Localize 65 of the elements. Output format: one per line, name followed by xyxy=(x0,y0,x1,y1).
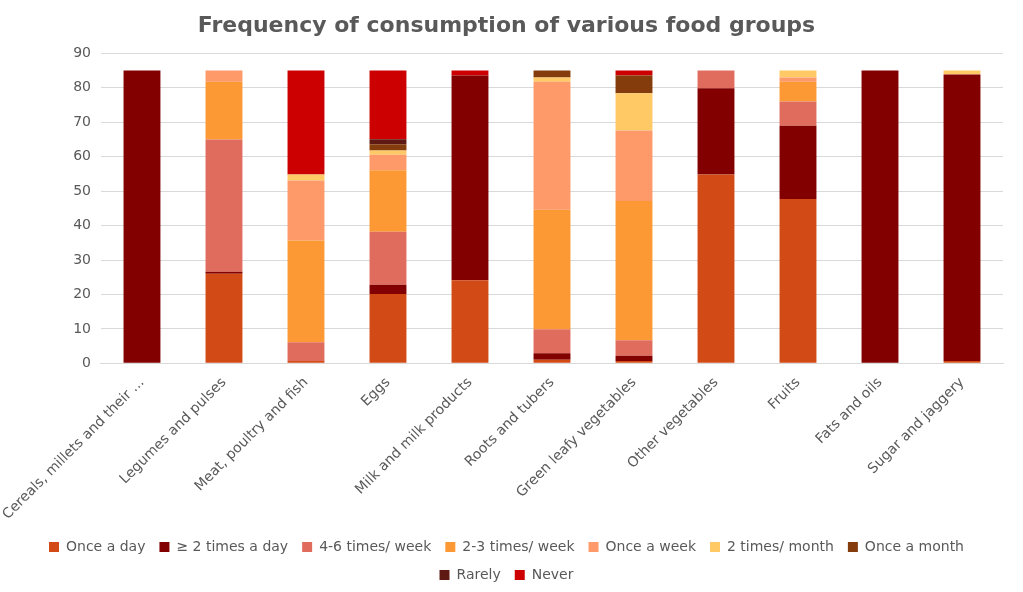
bar xyxy=(615,93,653,131)
bar xyxy=(205,139,243,272)
bar xyxy=(533,329,571,354)
bar xyxy=(533,359,571,363)
bar xyxy=(533,70,571,78)
bar xyxy=(451,280,489,363)
legend-label: 2 times/ month xyxy=(726,537,834,554)
bar xyxy=(697,88,735,175)
bar xyxy=(697,174,735,363)
bar xyxy=(123,70,161,363)
bar xyxy=(451,75,489,281)
bar xyxy=(369,139,407,145)
bar xyxy=(779,199,817,363)
bar xyxy=(287,240,325,343)
bar xyxy=(369,284,407,295)
bar xyxy=(287,70,325,175)
y-tick-label: 20 xyxy=(73,285,91,302)
y-tick-label: 0 xyxy=(82,353,91,370)
bar xyxy=(205,273,243,363)
bar xyxy=(205,70,243,82)
legend-label: Never xyxy=(531,565,574,582)
legend-label: Once a week xyxy=(605,537,697,554)
bar xyxy=(369,144,407,151)
bar xyxy=(369,154,407,171)
y-tick-label: 90 xyxy=(73,44,91,61)
legend-label: Once a month xyxy=(864,537,964,554)
bar xyxy=(943,74,981,361)
y-tick-label: 70 xyxy=(73,112,91,129)
bar xyxy=(615,130,653,202)
y-tick-label: 80 xyxy=(73,78,91,95)
y-tick-label: 40 xyxy=(73,216,91,233)
bar xyxy=(369,231,407,285)
bar xyxy=(533,209,571,330)
bar xyxy=(369,170,407,232)
bar xyxy=(861,70,899,363)
bar xyxy=(205,81,243,140)
legend-label: Rarely xyxy=(456,565,501,582)
bar xyxy=(205,271,243,274)
y-tick-label: 30 xyxy=(73,250,91,267)
y-tick-label: 10 xyxy=(73,319,91,336)
bar xyxy=(779,77,817,82)
bar xyxy=(615,201,653,341)
legend-label: 2-3 times/ week xyxy=(462,537,576,554)
bar xyxy=(779,101,817,126)
bar xyxy=(369,70,407,140)
bar xyxy=(369,150,407,155)
bar xyxy=(533,81,571,210)
y-tick-label: 60 xyxy=(73,147,91,164)
legend-label: 4-6 times/ week xyxy=(319,537,433,554)
bar xyxy=(779,70,817,78)
y-tick-label: 50 xyxy=(73,181,91,198)
bar xyxy=(779,125,817,200)
legend-label: ≥ 2 times a day xyxy=(176,537,289,554)
bar xyxy=(533,77,571,82)
bar xyxy=(779,81,817,102)
bar xyxy=(615,340,653,356)
bar xyxy=(369,294,407,363)
bar xyxy=(533,353,571,360)
bar xyxy=(615,75,653,94)
bar xyxy=(615,355,653,361)
legend-label: Once a day xyxy=(66,537,146,554)
bar xyxy=(287,342,325,361)
chart-title: Frequency of consumption of various food groups xyxy=(197,11,816,37)
bar xyxy=(697,70,735,89)
bar xyxy=(287,180,325,241)
